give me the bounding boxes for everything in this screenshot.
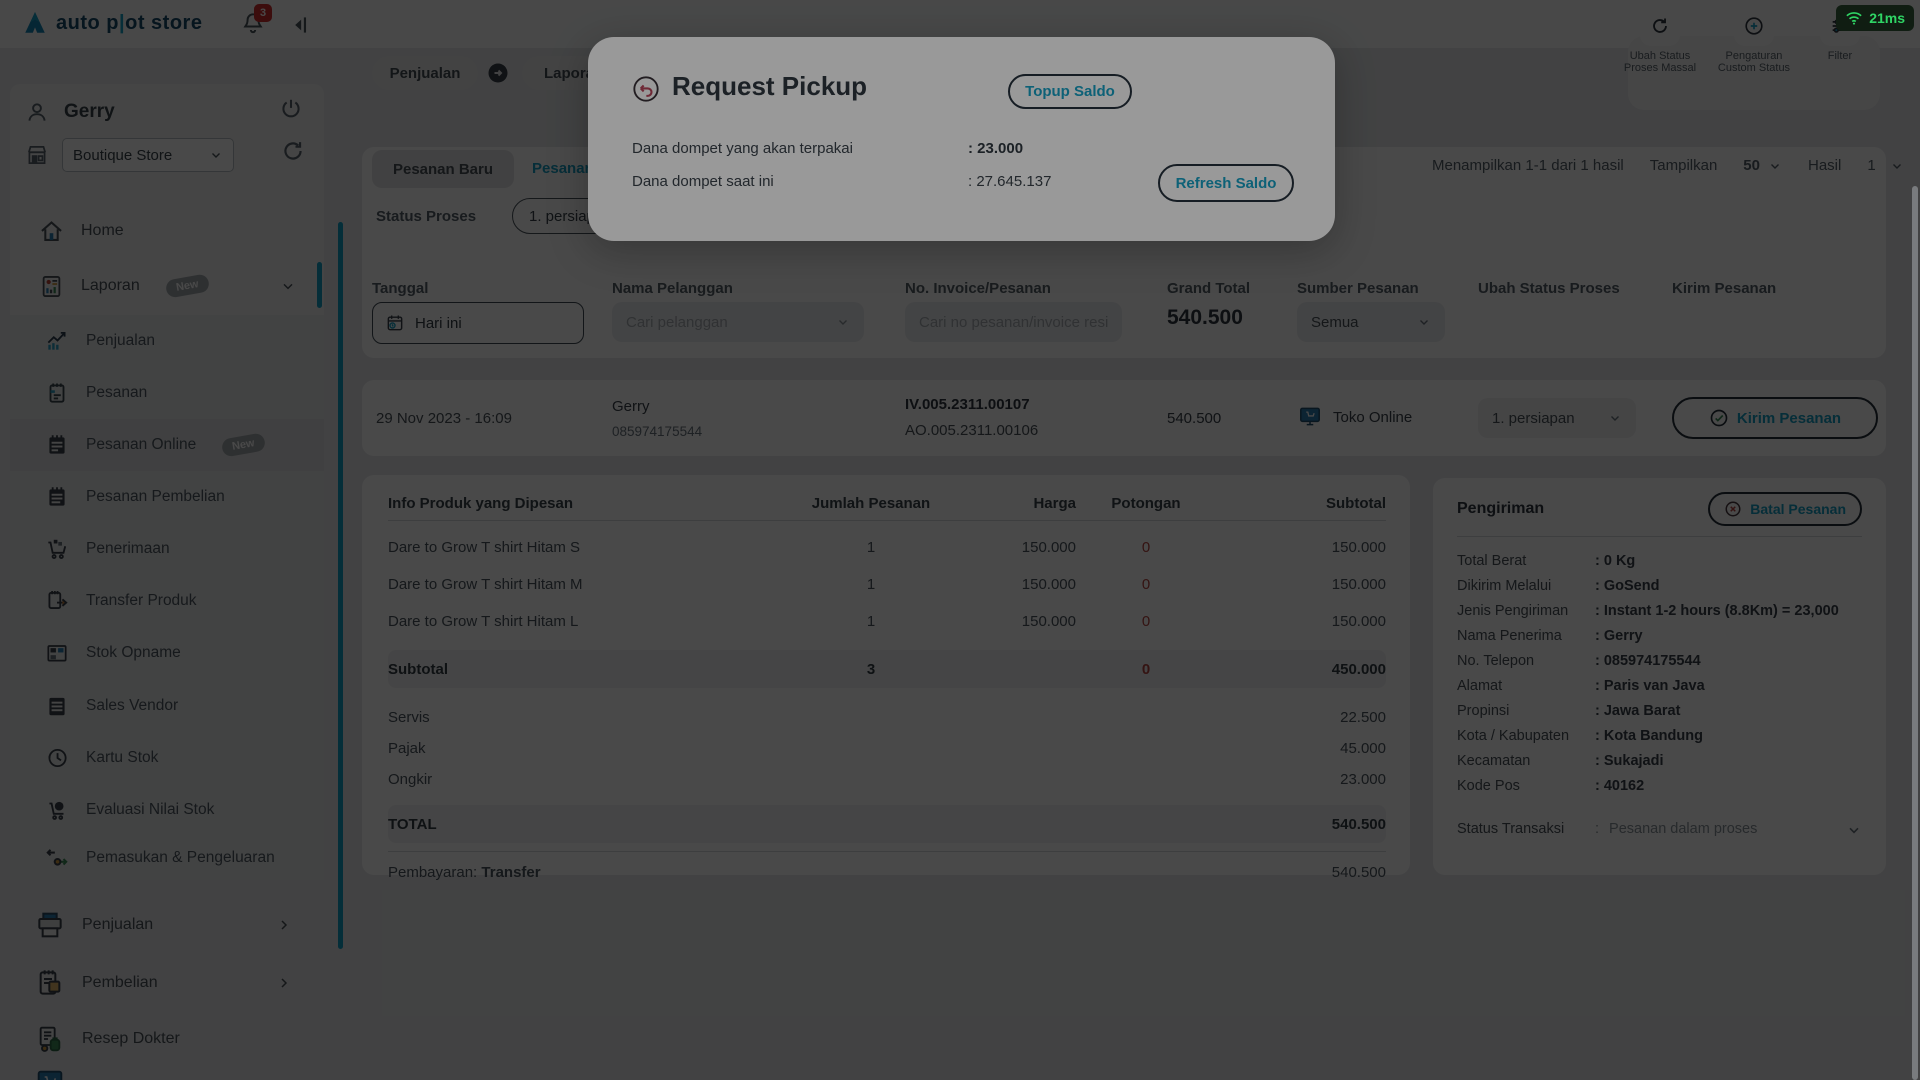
topup-saldo-label: Topup Saldo	[1025, 83, 1115, 100]
undo-back-icon[interactable]	[632, 75, 660, 103]
wallet-current-value: : 27.645.137	[968, 173, 1052, 190]
refresh-saldo-button[interactable]: Refresh Saldo	[1158, 164, 1294, 202]
modal-title: Request Pickup	[672, 71, 868, 101]
wifi-icon	[1845, 10, 1863, 26]
page-scrollbar[interactable]	[1912, 186, 1918, 1080]
wallet-used-value: : 23.000	[968, 140, 1024, 157]
request-pickup-modal: Request Pickup Topup Saldo Dana dompet y…	[588, 37, 1335, 241]
latency-value: 21ms	[1869, 10, 1905, 26]
topup-saldo-button[interactable]: Topup Saldo	[1008, 74, 1132, 109]
latency-badge: 21ms	[1836, 5, 1914, 31]
wallet-used-label: Dana dompet yang akan terpakai	[632, 140, 853, 157]
wallet-current-label: Dana dompet saat ini	[632, 173, 774, 190]
refresh-saldo-label: Refresh Saldo	[1175, 174, 1277, 192]
